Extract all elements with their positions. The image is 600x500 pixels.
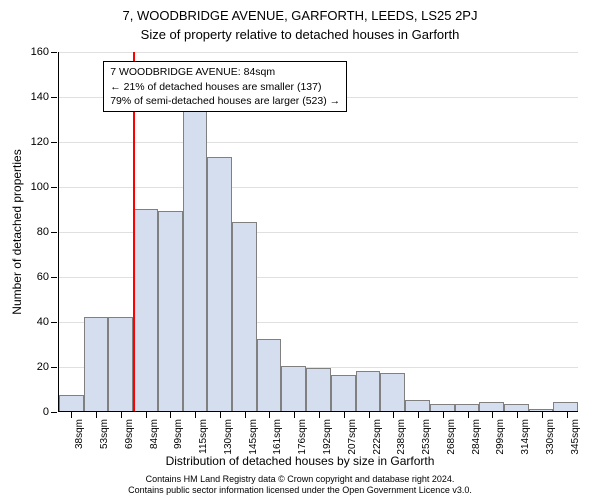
x-tick [443, 412, 444, 418]
x-tick-label: 99sqm [173, 419, 184, 449]
x-tick-label: 192sqm [322, 419, 333, 455]
x-tick [542, 412, 543, 418]
x-tick [170, 412, 171, 418]
histogram-bar [281, 366, 306, 411]
x-tick [220, 412, 221, 418]
histogram-bar [133, 209, 158, 412]
x-tick-label: 238sqm [396, 419, 407, 455]
x-tick-label: 345sqm [570, 419, 581, 455]
histogram-bar [306, 368, 331, 411]
histogram-bar [479, 402, 504, 411]
x-tick [567, 412, 568, 418]
histogram-chart: 7, WOODBRIDGE AVENUE, GARFORTH, LEEDS, L… [0, 0, 600, 500]
x-tick-label: 222sqm [372, 419, 383, 455]
x-tick-label: 130sqm [223, 419, 234, 455]
histogram-bar [232, 222, 257, 411]
x-tick [319, 412, 320, 418]
footer-line2: Contains public sector information licen… [0, 485, 600, 496]
y-tick [51, 52, 57, 53]
histogram-bar [183, 107, 208, 411]
y-tick [51, 412, 57, 413]
chart-title-line1: 7, WOODBRIDGE AVENUE, GARFORTH, LEEDS, L… [0, 0, 600, 23]
x-tick [146, 412, 147, 418]
x-tick-label: 314sqm [520, 419, 531, 455]
x-tick-label: 284sqm [471, 419, 482, 455]
histogram-bar [108, 317, 133, 412]
y-tick-label: 0 [43, 406, 49, 418]
histogram-bar [405, 400, 430, 411]
x-tick [393, 412, 394, 418]
x-tick-label: 69sqm [124, 419, 135, 449]
histogram-bar [84, 317, 109, 412]
histogram-bar [59, 395, 84, 411]
histogram-bar [331, 375, 356, 411]
x-tick-label: 299sqm [495, 419, 506, 455]
footer-credits: Contains HM Land Registry data © Crown c… [0, 474, 600, 497]
histogram-bar [158, 211, 183, 411]
x-tick [344, 412, 345, 418]
y-axis-title: Number of detached properties [10, 149, 24, 314]
y-tick [51, 142, 57, 143]
y-tick-label: 80 [37, 226, 49, 238]
histogram-bar [504, 404, 529, 411]
y-tick-label: 140 [31, 91, 49, 103]
histogram-bar [529, 409, 554, 411]
y-tick [51, 187, 57, 188]
plot-area: 7 WOODBRIDGE AVENUE: 84sqm ← 21% of deta… [58, 52, 578, 412]
y-tick [51, 322, 57, 323]
y-tick-label: 40 [37, 316, 49, 328]
x-tick-label: 38sqm [74, 419, 85, 449]
x-tick [517, 412, 518, 418]
x-tick [71, 412, 72, 418]
x-tick-label: 84sqm [149, 419, 160, 449]
x-tick [418, 412, 419, 418]
histogram-bar [356, 371, 381, 412]
histogram-bar [455, 404, 480, 411]
x-tick-label: 330sqm [545, 419, 556, 455]
x-tick-label: 176sqm [297, 419, 308, 455]
x-tick-label: 268sqm [446, 419, 457, 455]
y-tick-label: 160 [31, 46, 49, 58]
histogram-bar [380, 373, 405, 411]
annotation-line2: ← 21% of detached houses are smaller (13… [110, 80, 340, 94]
x-tick-label: 253sqm [421, 419, 432, 455]
histogram-bar [257, 339, 282, 411]
histogram-bar [430, 404, 455, 411]
footer-line1: Contains HM Land Registry data © Crown c… [0, 474, 600, 485]
x-tick-label: 145sqm [248, 419, 259, 455]
x-tick [195, 412, 196, 418]
x-tick [294, 412, 295, 418]
x-tick-label: 115sqm [198, 419, 209, 454]
y-tick [51, 97, 57, 98]
x-tick-label: 53sqm [99, 419, 110, 449]
y-tick-label: 100 [31, 181, 49, 193]
x-axis-title: Distribution of detached houses by size … [0, 454, 600, 468]
y-tick [51, 367, 57, 368]
y-tick [51, 232, 57, 233]
annotation-line3: 79% of semi-detached houses are larger (… [110, 94, 340, 108]
x-tick [468, 412, 469, 418]
x-tick [96, 412, 97, 418]
x-tick [121, 412, 122, 418]
x-tick [269, 412, 270, 418]
x-tick [245, 412, 246, 418]
x-tick-label: 207sqm [347, 419, 358, 455]
annotation-line1: 7 WOODBRIDGE AVENUE: 84sqm [110, 65, 340, 79]
y-tick-label: 60 [37, 271, 49, 283]
annotation-box: 7 WOODBRIDGE AVENUE: 84sqm ← 21% of deta… [103, 61, 347, 112]
y-tick-label: 20 [37, 361, 49, 373]
x-tick [369, 412, 370, 418]
x-tick [492, 412, 493, 418]
x-tick-label: 161sqm [272, 419, 283, 455]
chart-title-line2: Size of property relative to detached ho… [0, 23, 600, 42]
y-tick [51, 277, 57, 278]
y-tick-label: 120 [31, 136, 49, 148]
histogram-bar [553, 402, 578, 411]
histogram-bar [207, 157, 232, 411]
